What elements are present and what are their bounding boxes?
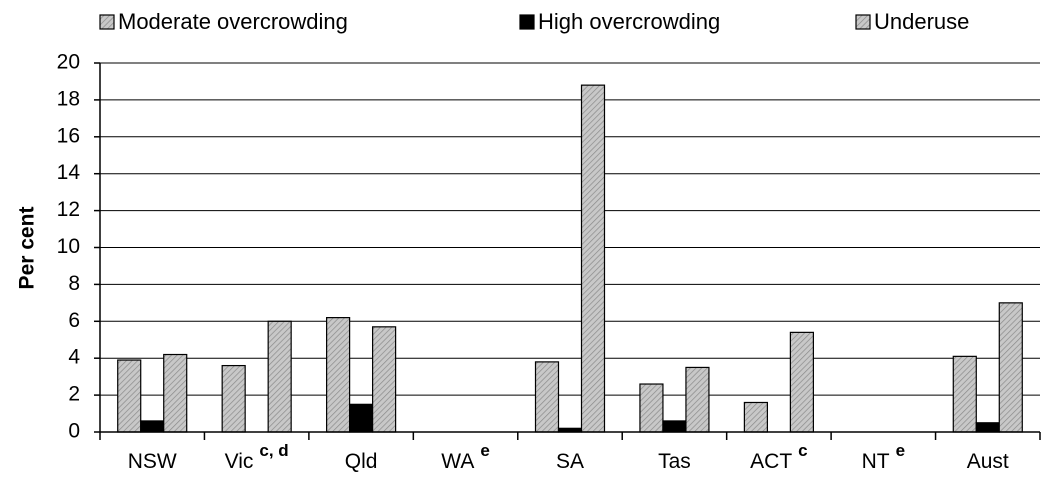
y-tick-label: 8 (68, 272, 80, 295)
x-tick-label: Aust (967, 450, 1009, 473)
x-tick-label: Qld (345, 450, 378, 473)
y-tick-label: 16 (57, 124, 80, 147)
legend-label: High overcrowding (538, 9, 720, 34)
category-name: NSW (128, 450, 177, 473)
y-tick-label: 6 (68, 309, 80, 332)
x-tick-label: SA (556, 450, 584, 473)
legend-swatch (519, 14, 535, 30)
y-axis-label: Per cent (16, 207, 39, 290)
category-note: c, d (259, 441, 288, 460)
bar (326, 317, 351, 433)
y-tick-label: 14 (57, 161, 81, 184)
category-name: Aust (967, 450, 1009, 473)
x-tick-label: NSW (128, 450, 177, 473)
y-tick-label: 0 (68, 420, 80, 443)
bar (662, 420, 687, 433)
bar (975, 422, 1000, 433)
legend-label: Underuse (874, 9, 969, 34)
bar (998, 302, 1023, 433)
bar (952, 355, 977, 433)
bar (349, 403, 374, 433)
bar (580, 84, 606, 433)
bar (117, 359, 142, 433)
bar (789, 331, 814, 433)
x-tick-label: Vic c, d (225, 441, 289, 472)
y-tick-label: 10 (57, 235, 80, 258)
y-tick-label: 12 (57, 198, 80, 221)
bar (221, 364, 246, 433)
bar (267, 320, 292, 433)
category-name: ACT (750, 450, 792, 473)
bar (685, 366, 710, 433)
bar (534, 361, 560, 433)
category-name: SA (556, 450, 584, 473)
legend-swatch (99, 14, 115, 30)
category-name: WA (441, 450, 474, 473)
bar (639, 383, 664, 433)
category-note: c (798, 441, 807, 460)
category-name: Tas (658, 450, 691, 473)
bar (372, 326, 397, 433)
category-name: NT (862, 450, 890, 473)
bar (743, 401, 768, 433)
category-note: e (896, 441, 905, 460)
legend-label: Moderate overcrowding (118, 9, 348, 34)
bar (163, 353, 188, 433)
x-tick-label: ACT c (750, 441, 807, 472)
x-tick-label: NT e (862, 441, 905, 472)
legend-swatch (855, 14, 871, 30)
y-tick-label: 20 (57, 51, 80, 74)
y-tick-label: 4 (68, 346, 80, 369)
category-name: Qld (345, 450, 378, 473)
x-tick-label: Tas (658, 450, 691, 473)
category-name: Vic (225, 450, 254, 473)
y-tick-label: 2 (68, 383, 80, 406)
y-tick-label: 18 (57, 87, 80, 110)
bar (140, 420, 165, 433)
x-tick-label: WA e (441, 441, 490, 472)
category-note: e (480, 441, 489, 460)
